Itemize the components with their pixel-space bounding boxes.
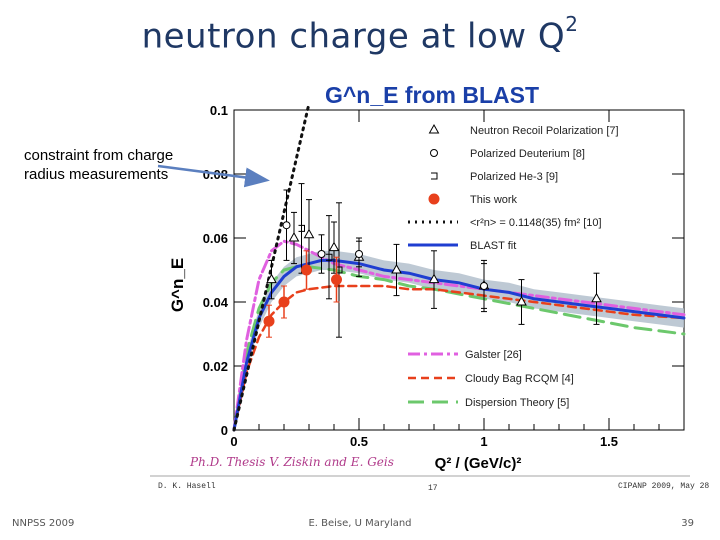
charge-radius-line [232, 102, 311, 432]
y-tick-label: 0.04 [203, 295, 229, 310]
red-dot-marker [263, 315, 275, 327]
circle-marker [317, 250, 326, 258]
legend-label: BLAST fit [470, 240, 516, 252]
charge-radius-note: constraint from charge radius measuremen… [24, 147, 174, 183]
circle-marker [480, 282, 488, 290]
figure-author: D. K. Hasell [158, 482, 216, 491]
triangle-marker [303, 228, 315, 239]
cloudy-bag-line [232, 284, 686, 432]
y-tick-label: 0 [221, 423, 228, 438]
triangle-marker [428, 123, 440, 134]
figure-page: 17 [428, 484, 438, 493]
circle-marker [355, 250, 363, 258]
footer-center: E. Beise, U Maryland [308, 518, 412, 529]
blast-fit-line [232, 258, 686, 432]
data-points [263, 183, 602, 338]
triangle-marker [428, 273, 440, 284]
chart-title: G^n_E from BLAST [325, 82, 539, 108]
figure-credit: Ph.D. Thesis V. Ziskin and E. Geis [189, 455, 394, 469]
legend-label: <r²n> = 0.1148(35) fm² [10] [470, 217, 602, 229]
y-tick-label: 0.1 [210, 103, 228, 118]
footer-left: NNPSS 2009 [12, 518, 75, 529]
legend-label: Cloudy Bag RCQM [4] [465, 373, 574, 385]
legend-label: Dispersion Theory [5] [465, 397, 569, 409]
slide-title: neutron charge at low Q2 [0, 12, 720, 57]
triangle-marker [391, 263, 402, 274]
blast-fit-error-band [234, 250, 684, 430]
red-dot-marker [331, 274, 342, 286]
bracket-marker [336, 266, 343, 274]
figure-conference: CIPANP 2009, May 28 [618, 482, 709, 491]
legend-label: Galster [26] [465, 349, 522, 361]
legend-label: Polarized Deuterium [8] [470, 148, 585, 160]
x-tick-label: 0 [230, 434, 237, 449]
annotation-arrow [157, 164, 270, 188]
legend-label: Polarized He-3 [9] [470, 171, 558, 183]
triangle-marker [328, 241, 340, 252]
slide-title-superscript: 2 [565, 12, 579, 36]
y-tick-label: 0.06 [203, 231, 228, 246]
y-tick-label: 0.02 [203, 359, 228, 374]
circle-marker [282, 221, 291, 230]
page-number: 39 [681, 518, 694, 529]
legend: Neutron Recoil Polarization [7] Polarized… [408, 123, 619, 409]
axis-labels: 00.020.040.060.080.100.511.5G^n_EQ² / (G… [168, 103, 618, 472]
triangle-marker [516, 295, 527, 306]
red-dot-marker [278, 296, 290, 308]
triangle-marker [591, 292, 602, 303]
red-dot-marker [301, 264, 312, 276]
y-axis-label: G^n_E [168, 258, 187, 312]
legend-label: Neutron Recoil Polarization [7] [470, 125, 619, 137]
x-tick-label: 1.5 [600, 434, 618, 449]
x-tick-label: 1 [480, 434, 487, 449]
bracket-marker [326, 253, 333, 261]
circle-marker [430, 149, 438, 157]
x-axis-label: Q² / (GeV/c)² [435, 455, 522, 472]
bracket-marker [431, 172, 438, 180]
x-tick-label: 0.5 [350, 434, 368, 449]
slide-title-text: neutron charge at low Q [141, 16, 566, 57]
red-dot-marker [428, 193, 440, 205]
blast-fit-band [234, 250, 684, 430]
bracket-marker [298, 224, 305, 232]
legend-label: This work [470, 194, 518, 206]
plot-frame [233, 109, 685, 431]
triangle-marker [266, 273, 277, 284]
triangle-marker [288, 231, 300, 242]
